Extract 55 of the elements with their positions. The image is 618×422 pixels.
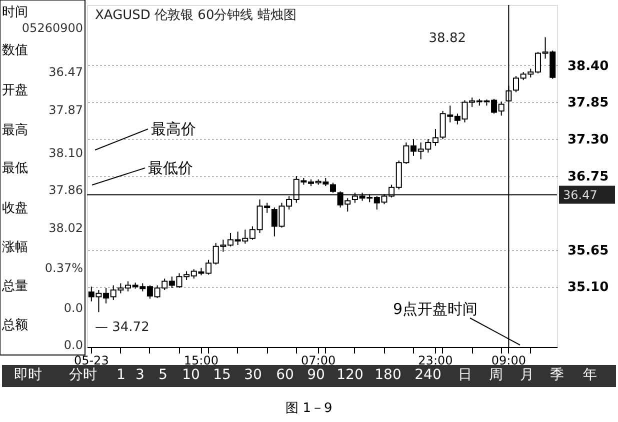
text: 日 xyxy=(458,367,472,383)
text: 10 xyxy=(182,367,200,383)
text: 数值 xyxy=(2,43,28,58)
text: 周 xyxy=(489,367,503,383)
text: 240 xyxy=(414,367,442,383)
text: 0.0 xyxy=(64,338,83,352)
y-tick-label: 38.40 xyxy=(568,58,609,74)
y-tick-label: 37.85 xyxy=(568,96,609,111)
text: 月 xyxy=(520,367,534,383)
text: 37.87 xyxy=(48,103,83,117)
text: 最高 xyxy=(2,122,28,138)
text: 90 xyxy=(307,367,325,383)
text: 36.47 xyxy=(48,65,83,79)
text: 38.10 xyxy=(48,146,83,160)
text: 3 xyxy=(136,367,144,383)
x-tick-label: 09:00 xyxy=(491,354,526,368)
annotation: 最低价 xyxy=(148,159,193,177)
text: 季 xyxy=(550,367,564,383)
x-tick-label: 23:00 xyxy=(418,354,453,368)
caption: 图 1－9 xyxy=(286,401,332,416)
text: 年 xyxy=(583,367,597,383)
y-tick-label: 36.75 xyxy=(568,170,609,184)
text: 即时 xyxy=(14,367,42,383)
x-tick-label: 07:00 xyxy=(301,354,336,368)
text: 时间 xyxy=(2,5,28,20)
annotation: 9点开盘时间 xyxy=(393,300,478,318)
text: 30 xyxy=(244,367,262,383)
text: 总额 xyxy=(1,318,28,333)
annotation: 最高价 xyxy=(151,120,196,138)
y-tick-label: 35.10 xyxy=(568,280,609,296)
chart-title: XAGUSD 伦敦银 60分钟线 蜡烛图 xyxy=(95,8,296,23)
text: 120 xyxy=(336,367,364,383)
text: 开盘 xyxy=(2,83,28,98)
text: 收盘 xyxy=(2,201,28,216)
x-tick-label: 05-23 xyxy=(74,354,109,368)
ref-line-label: 36.47 xyxy=(563,188,598,202)
text: 05260900 xyxy=(22,21,83,35)
text: 总量 xyxy=(1,279,28,294)
text: 60 xyxy=(276,367,294,383)
text: 0.37% xyxy=(44,261,83,275)
text: 180 xyxy=(374,367,402,383)
text: 38.02 xyxy=(48,221,83,235)
text: 分时 xyxy=(69,367,97,383)
annotation: 38.82 xyxy=(428,31,466,46)
y-tick-label: 37.30 xyxy=(568,132,609,148)
text: 最低 xyxy=(2,161,28,176)
x-tick-label: 15:00 xyxy=(184,354,218,368)
text: 涨幅 xyxy=(2,240,28,255)
y-tick-label: 35.65 xyxy=(568,243,609,258)
text: 15 xyxy=(213,367,231,383)
text: 1 xyxy=(116,367,126,383)
text: 37.86 xyxy=(48,183,83,197)
text: 5 xyxy=(158,367,168,383)
annotation: — 34.72 xyxy=(95,320,150,335)
text: 0.0 xyxy=(64,301,83,315)
